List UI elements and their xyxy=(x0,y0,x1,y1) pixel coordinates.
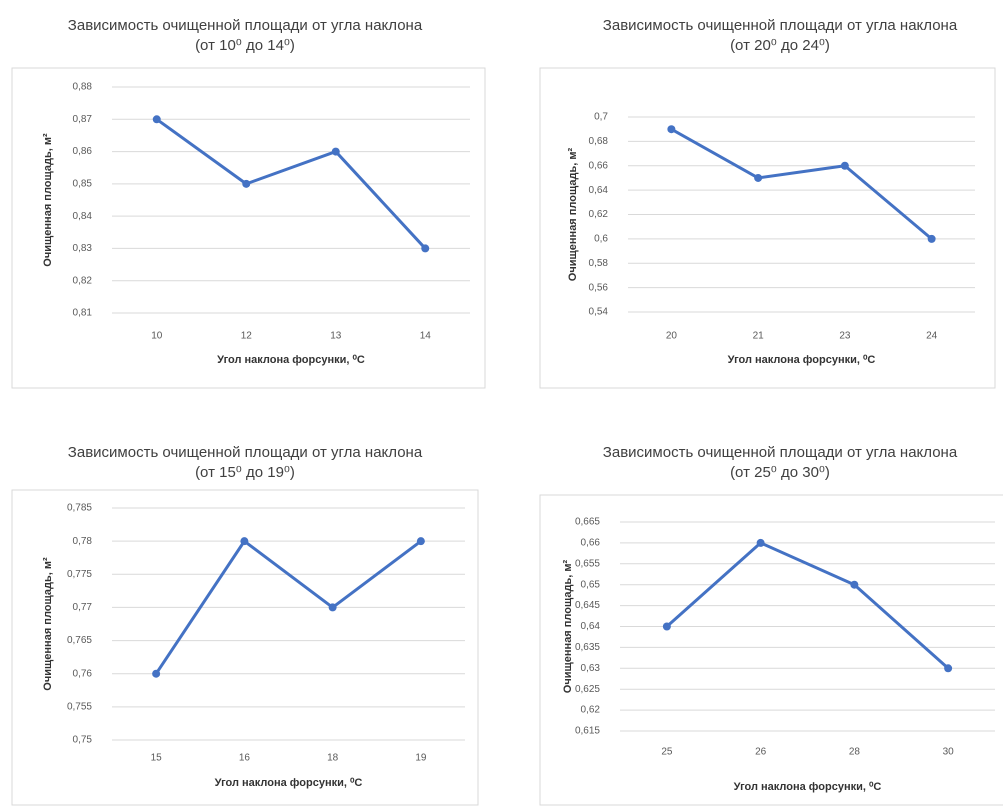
point xyxy=(328,603,337,612)
point xyxy=(756,538,765,547)
y-tick-label: 0,625 xyxy=(575,684,600,695)
y-axis-label: Очищенная площадь, м² xyxy=(42,557,54,691)
x-tick-label: 20 xyxy=(666,331,678,342)
point xyxy=(754,173,763,182)
y-tick-label: 0,75 xyxy=(73,735,93,746)
point xyxy=(331,147,340,156)
y-tick-label: 0,87 xyxy=(73,114,93,125)
y-tick-label: 0,6 xyxy=(594,234,608,245)
point xyxy=(944,664,953,673)
x-axis-label: Угол наклона форсунки, ⁰С xyxy=(215,777,363,789)
x-tick-label: 25 xyxy=(661,747,673,758)
chart-title: Зависимость очищенной площади от угла на… xyxy=(602,444,958,481)
line xyxy=(670,127,933,241)
y-tick-label: 0,85 xyxy=(73,178,93,189)
y-tick-label: 0,81 xyxy=(73,308,93,319)
y-tick-label: 0,62 xyxy=(581,705,601,716)
y-tick-label: 0,665 xyxy=(575,517,600,528)
y-tick-label: 0,62 xyxy=(589,209,609,220)
y-tick-label: 0,86 xyxy=(73,146,93,157)
point xyxy=(840,161,849,170)
y-tick-label: 0,83 xyxy=(73,243,93,254)
x-tick-label: 23 xyxy=(839,331,851,342)
x-axis-label: Угол наклона форсунки, ⁰С xyxy=(217,354,365,366)
x-tick-label: 14 xyxy=(420,331,432,342)
point xyxy=(850,580,859,589)
line xyxy=(665,541,950,670)
x-axis-label: Угол наклона форсунки, ⁰С xyxy=(728,354,876,366)
chart-title: Зависимость очищенной площади от угла на… xyxy=(67,17,423,54)
chart-title: Зависимость очищенной площади от угла на… xyxy=(602,17,958,54)
x-tick-label: 19 xyxy=(415,753,427,764)
y-axis-label: Очищенная площадь, м² xyxy=(42,133,54,267)
y-tick-label: 0,635 xyxy=(575,642,600,653)
x-axis-label: Угол наклона форсунки, ⁰С xyxy=(734,781,882,793)
y-tick-label: 0,66 xyxy=(589,160,609,171)
x-tick-label: 16 xyxy=(239,753,251,764)
y-tick-label: 0,84 xyxy=(73,211,93,222)
point xyxy=(152,115,161,124)
y-tick-label: 0,54 xyxy=(589,307,609,318)
line xyxy=(155,118,427,250)
y-tick-label: 0,68 xyxy=(589,136,609,147)
x-tick-label: 24 xyxy=(926,331,938,342)
y-tick-label: 0,65 xyxy=(581,579,601,590)
y-tick-label: 0,64 xyxy=(589,185,609,196)
y-tick-label: 0,64 xyxy=(581,621,601,632)
x-tick-label: 10 xyxy=(151,331,163,342)
y-tick-label: 0,88 xyxy=(73,82,93,93)
y-tick-label: 0,755 xyxy=(67,701,92,712)
point xyxy=(662,622,671,631)
y-tick-label: 0,775 xyxy=(67,569,92,580)
y-tick-label: 0,77 xyxy=(73,602,93,613)
point xyxy=(667,125,676,134)
x-tick-label: 12 xyxy=(241,331,253,342)
point xyxy=(416,537,425,546)
y-tick-label: 0,66 xyxy=(581,538,601,549)
x-tick-label: 28 xyxy=(849,747,861,758)
y-tick-label: 0,785 xyxy=(67,503,92,514)
y-tick-label: 0,615 xyxy=(575,726,600,737)
y-axis-label: Очищенная площадь, м² xyxy=(567,147,579,281)
chart-title: Зависимость очищенной площади от угла на… xyxy=(67,444,423,481)
point xyxy=(242,179,251,188)
y-tick-label: 0,58 xyxy=(589,258,609,269)
line xyxy=(154,539,422,675)
point xyxy=(152,669,161,678)
x-tick-label: 21 xyxy=(753,331,765,342)
x-tick-label: 26 xyxy=(755,747,767,758)
y-tick-label: 0,76 xyxy=(73,668,93,679)
x-tick-label: 13 xyxy=(330,331,342,342)
y-tick-label: 0,63 xyxy=(581,663,601,674)
y-tick-label: 0,645 xyxy=(575,600,600,611)
y-tick-label: 0,78 xyxy=(73,536,93,547)
x-tick-label: 18 xyxy=(327,753,339,764)
y-tick-label: 0,56 xyxy=(589,282,609,293)
chart-frame xyxy=(539,494,1003,806)
y-axis-label: Очищенная площадь, м² xyxy=(562,559,574,693)
x-tick-label: 30 xyxy=(943,747,955,758)
y-tick-label: 0,655 xyxy=(575,558,600,569)
point xyxy=(240,537,249,546)
y-tick-label: 0,7 xyxy=(594,112,608,123)
point xyxy=(927,234,936,243)
x-tick-label: 15 xyxy=(151,753,163,764)
y-tick-label: 0,82 xyxy=(73,275,93,286)
y-tick-label: 0,765 xyxy=(67,635,92,646)
point xyxy=(421,244,430,253)
